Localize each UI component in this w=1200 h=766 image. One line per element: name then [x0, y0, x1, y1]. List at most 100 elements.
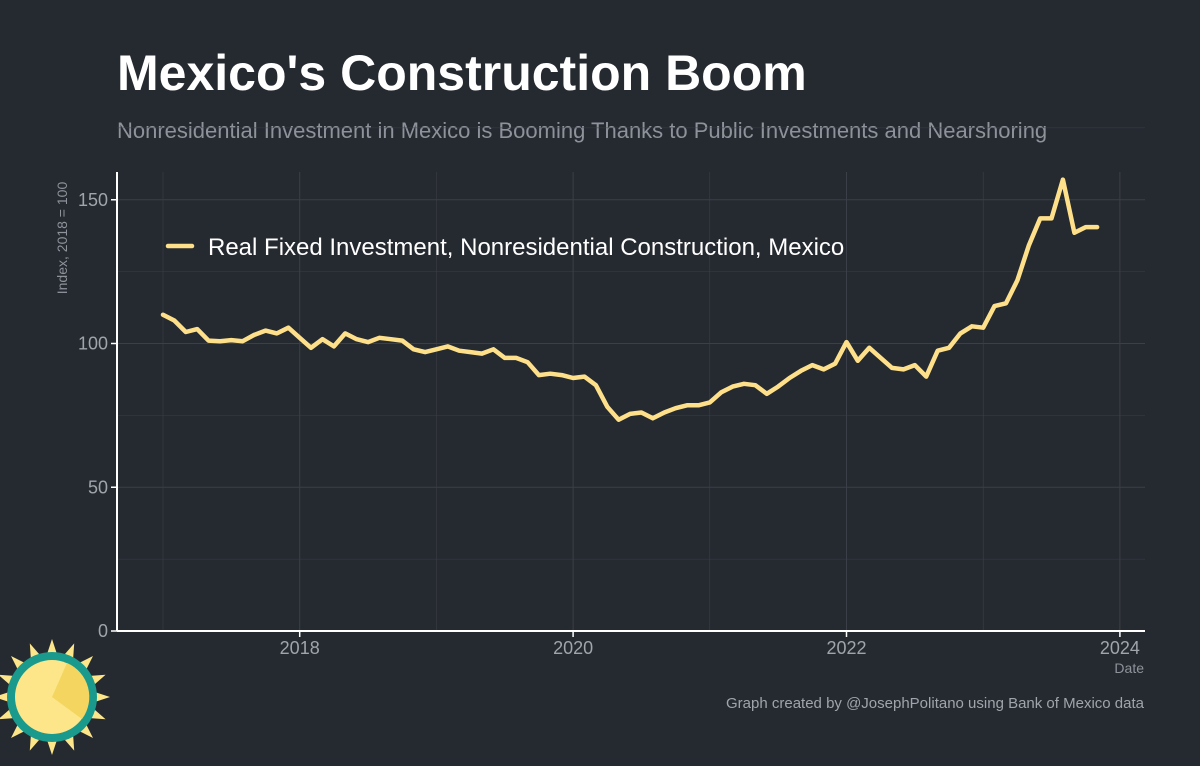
y-tick-label: 50 [88, 477, 108, 497]
data-point [662, 410, 666, 414]
legend-label: Real Fixed Investment, Nonresidential Co… [208, 234, 844, 261]
data-point [867, 346, 871, 350]
data-point [355, 337, 359, 341]
data-point [1038, 216, 1042, 220]
data-point [161, 313, 165, 317]
data-point [537, 373, 541, 377]
sun-logo-icon [0, 639, 110, 755]
data-point [924, 374, 928, 378]
data-point [252, 333, 256, 337]
data-point [525, 360, 529, 364]
data-point [389, 337, 393, 341]
data-point [833, 361, 837, 365]
data-point [810, 363, 814, 367]
data-point [1027, 244, 1031, 248]
x-tick-label: 2022 [826, 638, 866, 658]
data-point [913, 363, 917, 367]
sun-ray [46, 639, 58, 656]
data-point [1004, 301, 1008, 305]
data-point [1084, 225, 1088, 229]
data-point [685, 403, 689, 407]
data-point [673, 406, 677, 410]
data-point [560, 373, 564, 377]
data-point [434, 347, 438, 351]
data-point [1061, 177, 1065, 181]
data-point [514, 356, 518, 360]
data-point [628, 412, 632, 416]
data-point [309, 346, 313, 350]
y-tick-label: 100 [78, 334, 108, 354]
data-point [184, 330, 188, 334]
data-point [366, 340, 370, 344]
y-tick-labels: 0 50 100 150 [78, 190, 117, 641]
data-point [377, 336, 381, 340]
data-point [639, 410, 643, 414]
sun-ray [93, 691, 110, 703]
data-point [730, 384, 734, 388]
data-point [708, 400, 712, 404]
data-point [218, 339, 222, 343]
grid-minor [117, 127, 1145, 631]
sun-ray [46, 738, 58, 755]
data-point [992, 304, 996, 308]
data-point [457, 349, 461, 353]
sun-ray [11, 722, 27, 738]
data-point [651, 416, 655, 420]
data-point [605, 405, 609, 409]
series-points [161, 177, 1100, 421]
data-point [298, 336, 302, 340]
x-tick-label: 2018 [280, 638, 320, 658]
data-point [582, 374, 586, 378]
sun-ray [11, 656, 27, 672]
sun-ray [77, 656, 93, 672]
data-point [696, 403, 700, 407]
data-point [719, 390, 723, 394]
y-tick-label: 0 [98, 621, 108, 641]
data-point [275, 331, 279, 335]
series-line-nonresidential-construction [160, 177, 1100, 422]
y-axis-title: Index, 2018 = 100 [54, 182, 70, 295]
data-point [1072, 231, 1076, 235]
data-point [423, 350, 427, 354]
data-point [480, 351, 484, 355]
data-point [343, 331, 347, 335]
data-point [400, 338, 404, 342]
data-point [468, 350, 472, 354]
data-point [616, 418, 620, 422]
x-axis-title: Date [1114, 660, 1144, 676]
data-point [195, 327, 199, 331]
data-point [787, 376, 791, 380]
chart-title: Mexico's Construction Boom [117, 45, 807, 101]
data-point [981, 326, 985, 330]
data-point [446, 344, 450, 348]
chart-subtitle: Nonresidential Investment in Mexico is B… [117, 118, 1048, 143]
data-point [970, 324, 974, 328]
data-point [822, 367, 826, 371]
data-point [958, 331, 962, 335]
data-point [241, 339, 245, 343]
sun-ray [77, 722, 93, 738]
data-point [571, 376, 575, 380]
x-tick-label: 2024 [1100, 638, 1140, 658]
data-point [263, 328, 267, 332]
data-point [765, 392, 769, 396]
data-point [286, 326, 290, 330]
data-point [229, 338, 233, 342]
data-point [320, 337, 324, 341]
data-point [503, 356, 507, 360]
data-point [776, 384, 780, 388]
data-point [936, 349, 940, 353]
data-point [879, 356, 883, 360]
data-point [1095, 225, 1099, 229]
data-point [947, 346, 951, 350]
legend: Real Fixed Investment, Nonresidential Co… [165, 234, 844, 261]
data-point [1049, 216, 1053, 220]
data-point [491, 347, 495, 351]
data-point [548, 372, 552, 376]
data-point [901, 367, 905, 371]
data-point [332, 344, 336, 348]
data-point [856, 359, 860, 363]
data-point [799, 369, 803, 373]
x-tick-labels: 2018 2020 2022 2024 [280, 631, 1140, 658]
